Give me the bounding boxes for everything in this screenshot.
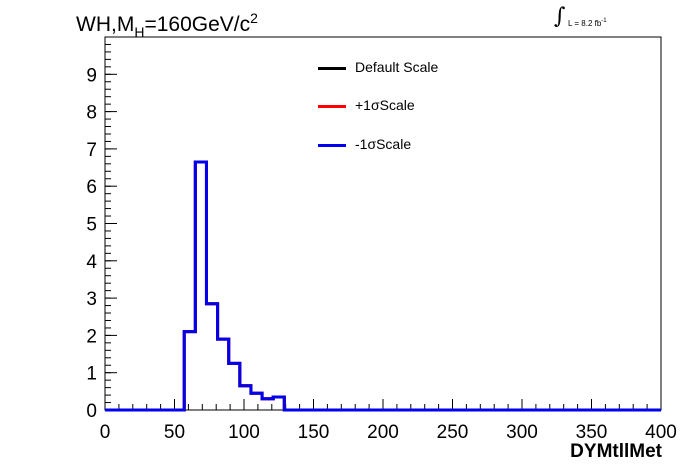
luminosity-superscript: -1	[601, 18, 607, 24]
series-line-2	[105, 160, 661, 412]
legend-swatch	[318, 105, 346, 108]
y-tick-label: 9	[86, 65, 97, 86]
series-line-1	[105, 160, 661, 412]
x-tick-label: 200	[367, 422, 399, 443]
y-tick-label: 4	[86, 252, 97, 273]
legend-label: -1σScale	[355, 136, 412, 152]
x-tick-label: 50	[164, 422, 185, 443]
series-line-0	[105, 160, 661, 412]
x-tick-label: 0	[100, 422, 111, 443]
legend-swatch	[318, 67, 346, 70]
plot-frame	[104, 36, 662, 411]
x-axis-title: DYMtllMet	[570, 441, 662, 462]
y-tick-label: 8	[86, 103, 97, 124]
x-axis: 0 50 100 150 200 250 300 350 400	[100, 399, 677, 443]
title-subscript: H	[134, 24, 145, 40]
y-axis: 0 1 2 3 4 5 6 7 8 9	[86, 43, 117, 422]
title-superscript: 2	[250, 10, 258, 26]
title-value: =160GeV/c	[144, 13, 251, 36]
x-tick-label: 300	[506, 422, 538, 443]
y-tick-label: 0	[86, 401, 97, 422]
title-prefix: WH,M	[76, 13, 135, 36]
integral-symbol: ∫	[554, 4, 566, 29]
y-tick-label: 3	[86, 289, 97, 310]
x-tick-label: 150	[298, 422, 330, 443]
legend-label: +1σScale	[355, 97, 415, 113]
luminosity-text: L = 8.2 fb	[568, 19, 602, 28]
legend-label: Default Scale	[355, 59, 439, 75]
y-tick-label: 2	[86, 326, 97, 347]
y-tick-label: 7	[86, 140, 97, 161]
x-tick-label: 400	[645, 422, 677, 443]
y-tick-label: 1	[86, 364, 97, 385]
chart-title: WH,MH=160GeV/c2	[76, 10, 258, 40]
legend-swatch	[318, 144, 346, 147]
x-tick-label: 100	[228, 422, 260, 443]
x-tick-label: 350	[576, 422, 608, 443]
y-tick-label: 6	[86, 177, 97, 198]
y-tick-label: 5	[86, 215, 97, 236]
series-layer	[105, 160, 661, 412]
x-tick-label: 250	[437, 422, 469, 443]
